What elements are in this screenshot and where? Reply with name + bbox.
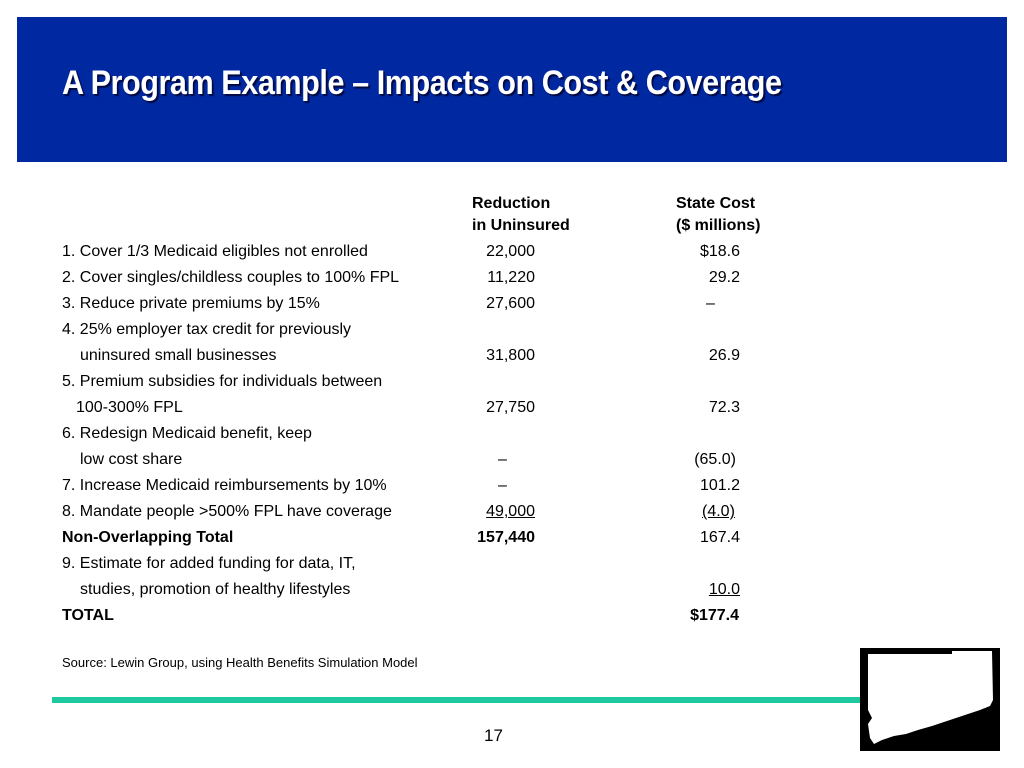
row-label: uninsured small businesses <box>80 347 277 364</box>
row-cost: 72.3 <box>708 399 740 416</box>
row-cost: (4.0) <box>702 503 735 520</box>
row-label: 5. Premium subsidies for individuals bet… <box>62 373 383 390</box>
row-cost: 10.0 <box>708 581 740 598</box>
row-label: 6. Redesign Medicaid benefit, keep <box>62 425 312 442</box>
row-label: 100-300% FPL <box>76 399 183 416</box>
row-reduction: 31,800 <box>486 347 535 364</box>
row-cost: $18.6 <box>699 243 740 260</box>
row-reduction: 27,750 <box>486 399 535 416</box>
row-label: 1. Cover 1/3 Medicaid eligibles not enro… <box>62 243 368 260</box>
row-reduction-subtotal: 157,440 <box>477 529 535 546</box>
row-label: 4. 25% employer tax credit for previousl… <box>62 321 352 338</box>
row-label-subtotal: Non-Overlapping Total <box>62 529 234 546</box>
row-cost: 26.9 <box>708 347 740 364</box>
row-label: 7. Increase Medicaid reimbursements by 1… <box>62 477 387 494</box>
row-cost: 101.2 <box>699 477 740 494</box>
row-label: 3. Reduce private premiums by 15% <box>62 295 320 312</box>
source-note: Source: Lewin Group, using Health Benefi… <box>62 655 418 670</box>
divider-rule <box>52 697 898 703</box>
row-label: 8. Mandate people >500% FPL have coverag… <box>62 503 392 520</box>
row-cost: (65.0) <box>694 451 736 468</box>
row-label: studies, promotion of healthy lifestyles <box>80 581 351 598</box>
row-reduction: 22,000 <box>486 243 535 260</box>
header-cost-line1: State Cost <box>676 195 756 212</box>
row-reduction: 49,000 <box>486 503 535 520</box>
row-reduction: – <box>498 477 507 494</box>
header-reduction-line1: Reduction <box>472 195 551 212</box>
row-label: 9. Estimate for added funding for data, … <box>62 555 356 572</box>
header-reduction-line2: in Uninsured <box>472 217 570 234</box>
row-label-total: TOTAL <box>62 607 114 624</box>
slide-title: A Program Example – Impacts on Cost & Co… <box>62 64 782 102</box>
page-number: 17 <box>484 726 503 745</box>
row-cost: – <box>706 295 715 312</box>
title-bar <box>17 17 1007 162</box>
row-label: low cost share <box>80 451 183 468</box>
header-cost-line2: ($ millions) <box>676 217 761 234</box>
row-cost-total: $177.4 <box>690 607 739 624</box>
row-reduction: 27,600 <box>486 295 535 312</box>
connecticut-map-icon <box>860 648 1000 751</box>
row-cost-subtotal: 167.4 <box>699 529 740 546</box>
row-label: 2. Cover singles/childless couples to 10… <box>62 269 400 286</box>
row-reduction: – <box>498 451 507 468</box>
row-reduction: 11,220 <box>487 269 535 286</box>
row-cost: 29.2 <box>708 269 740 286</box>
